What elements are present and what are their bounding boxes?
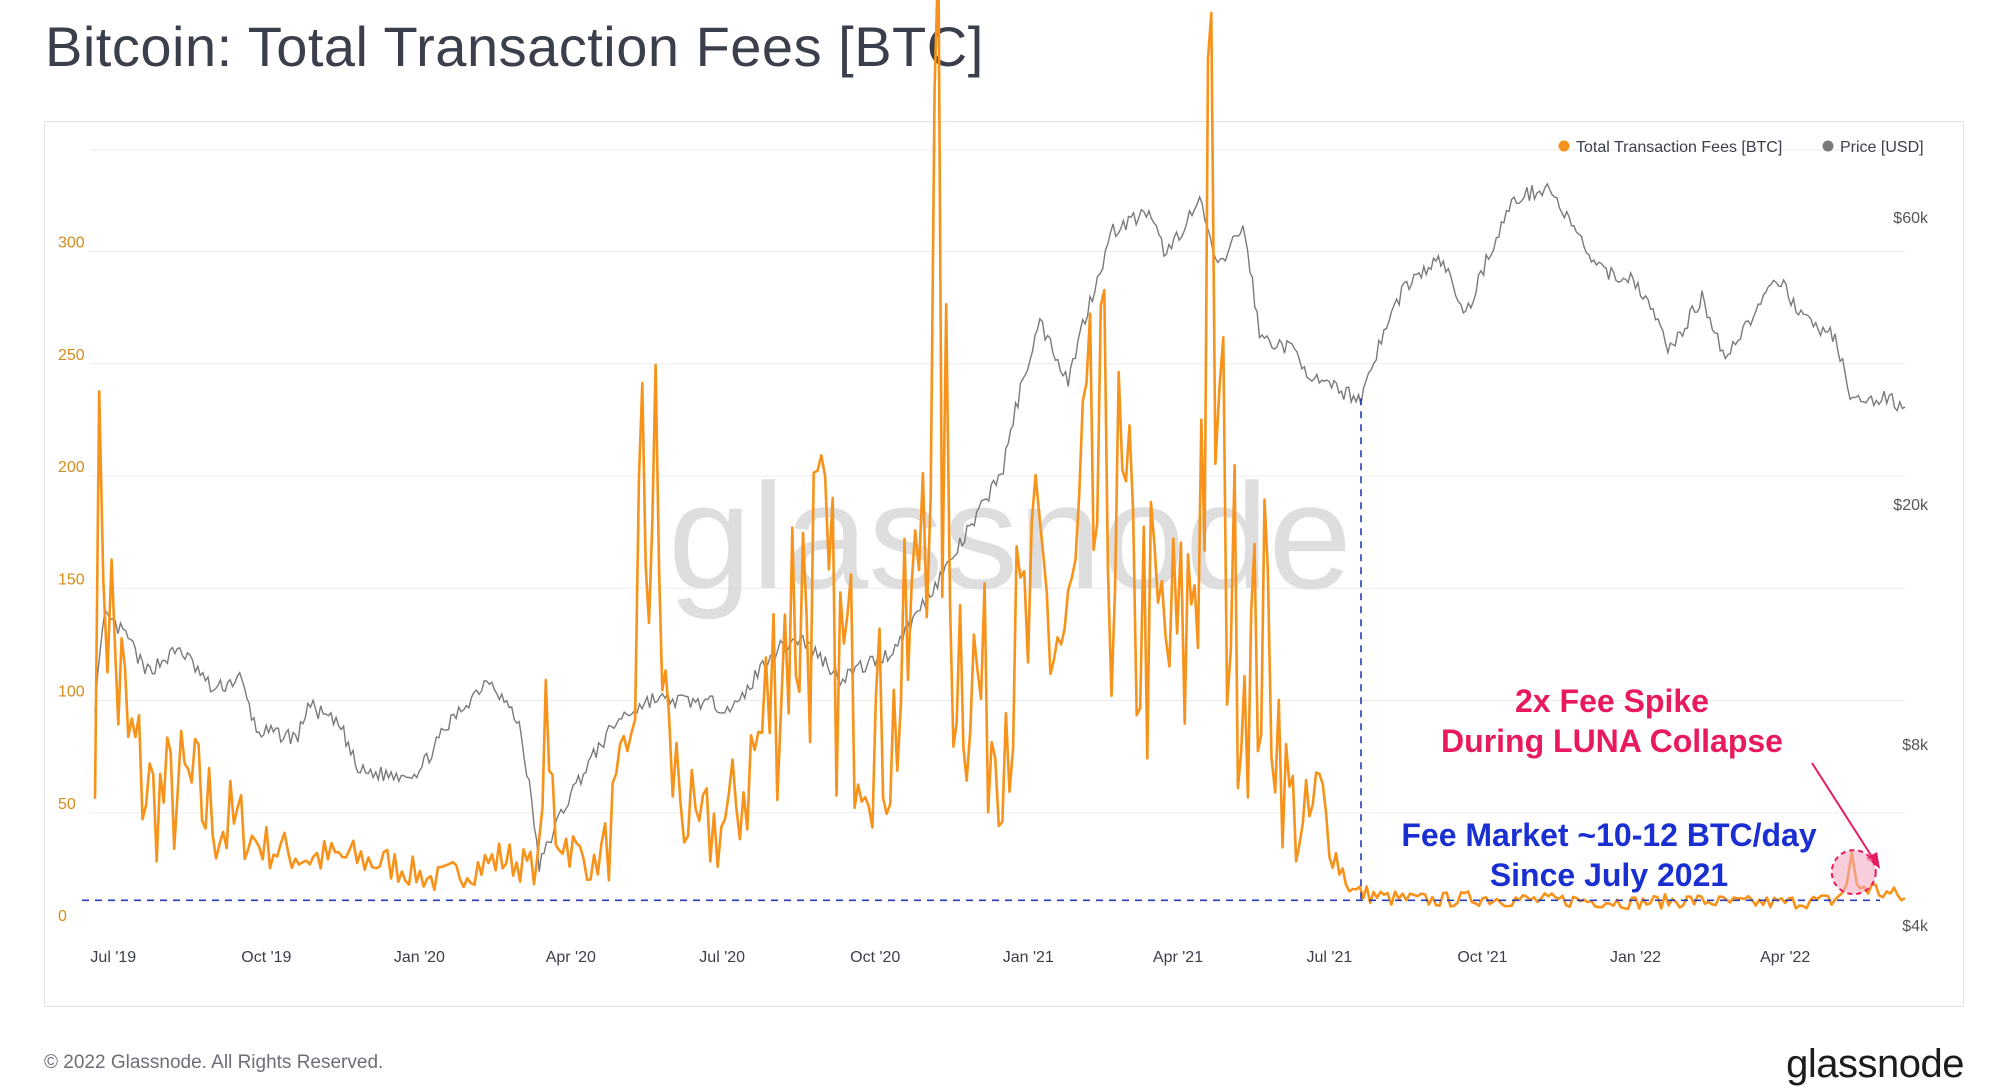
legend-price-marker [1822, 140, 1834, 152]
reference-lines [82, 398, 1880, 902]
annotation-arrow-line [1811, 762, 1875, 861]
x-tick-label: Jul '20 [699, 949, 745, 966]
legend-price-label[interactable]: Price [USD] [1840, 139, 1924, 156]
x-tick-label: Jan '21 [1003, 949, 1054, 966]
y-left-tick-label: 250 [58, 347, 85, 364]
x-tick-label: Apr '21 [1153, 949, 1203, 966]
x-tick-label: Apr '20 [546, 949, 596, 966]
x-tick-label: Jul '21 [1307, 949, 1353, 966]
x-tick-label: Jul '19 [90, 949, 136, 966]
x-tick-label: Oct '20 [850, 949, 900, 966]
y-right-tick-label: $4k [1902, 918, 1929, 935]
annotations: 2x Fee Spike During LUNA Collapse Fee Ma… [1401, 683, 1880, 896]
watermark: glassnode [668, 452, 1352, 620]
y-right-tick-label: $60k [1893, 210, 1929, 227]
annotation-fee-market-line2: Since July 2021 [1490, 857, 1728, 893]
y-left-tick-label: 300 [58, 235, 85, 252]
footer-logo[interactable]: glassnode [1786, 1042, 1964, 1086]
x-tick-label: Oct '21 [1457, 949, 1507, 966]
annotation-spike-line1: 2x Fee Spike [1515, 683, 1709, 719]
y-right-tick-label: $8k [1902, 737, 1929, 754]
legend-fees-marker [1558, 140, 1570, 152]
x-tick-label: Jan '22 [1610, 949, 1661, 966]
y-axis-right: $4k $8k $20k $60k [1893, 210, 1929, 935]
spike-highlight-circle [1830, 849, 1877, 896]
legend-fees-label[interactable]: Total Transaction Fees [BTC] [1576, 139, 1782, 156]
y-left-tick-label: 0 [58, 908, 67, 925]
price-series-line [94, 182, 1906, 872]
page-title: Bitcoin: Total Transaction Fees [BTC] [45, 15, 984, 78]
x-tick-label: Jan '20 [394, 949, 445, 966]
legend: Total Transaction Fees [BTC] Price [USD] [1558, 139, 1924, 156]
y-axis-left: 0 50 100 150 200 250 300 [58, 235, 85, 926]
fees-series-line [93, 0, 1906, 911]
grid-lines [90, 149, 1905, 814]
y-left-tick-label: 100 [58, 684, 85, 701]
y-left-tick-label: 50 [58, 796, 76, 813]
x-tick-label: Oct '19 [241, 949, 291, 966]
y-right-tick-label: $20k [1893, 497, 1929, 514]
chart-frame [44, 121, 1964, 1007]
x-tick-label: Apr '22 [1760, 949, 1810, 966]
footer-copyright: © 2022 Glassnode. All Rights Reserved. [44, 1052, 384, 1073]
annotation-spike-line2: During LUNA Collapse [1441, 723, 1783, 759]
annotation-fee-market-line1: Fee Market ~10-12 BTC/day [1401, 817, 1817, 853]
y-left-tick-label: 200 [58, 459, 85, 476]
x-axis: Jul '19 Oct '19 Jan '20 Apr '20 Jul '20 Oct '… [90, 949, 1810, 966]
y-left-tick-label: 150 [58, 571, 85, 588]
